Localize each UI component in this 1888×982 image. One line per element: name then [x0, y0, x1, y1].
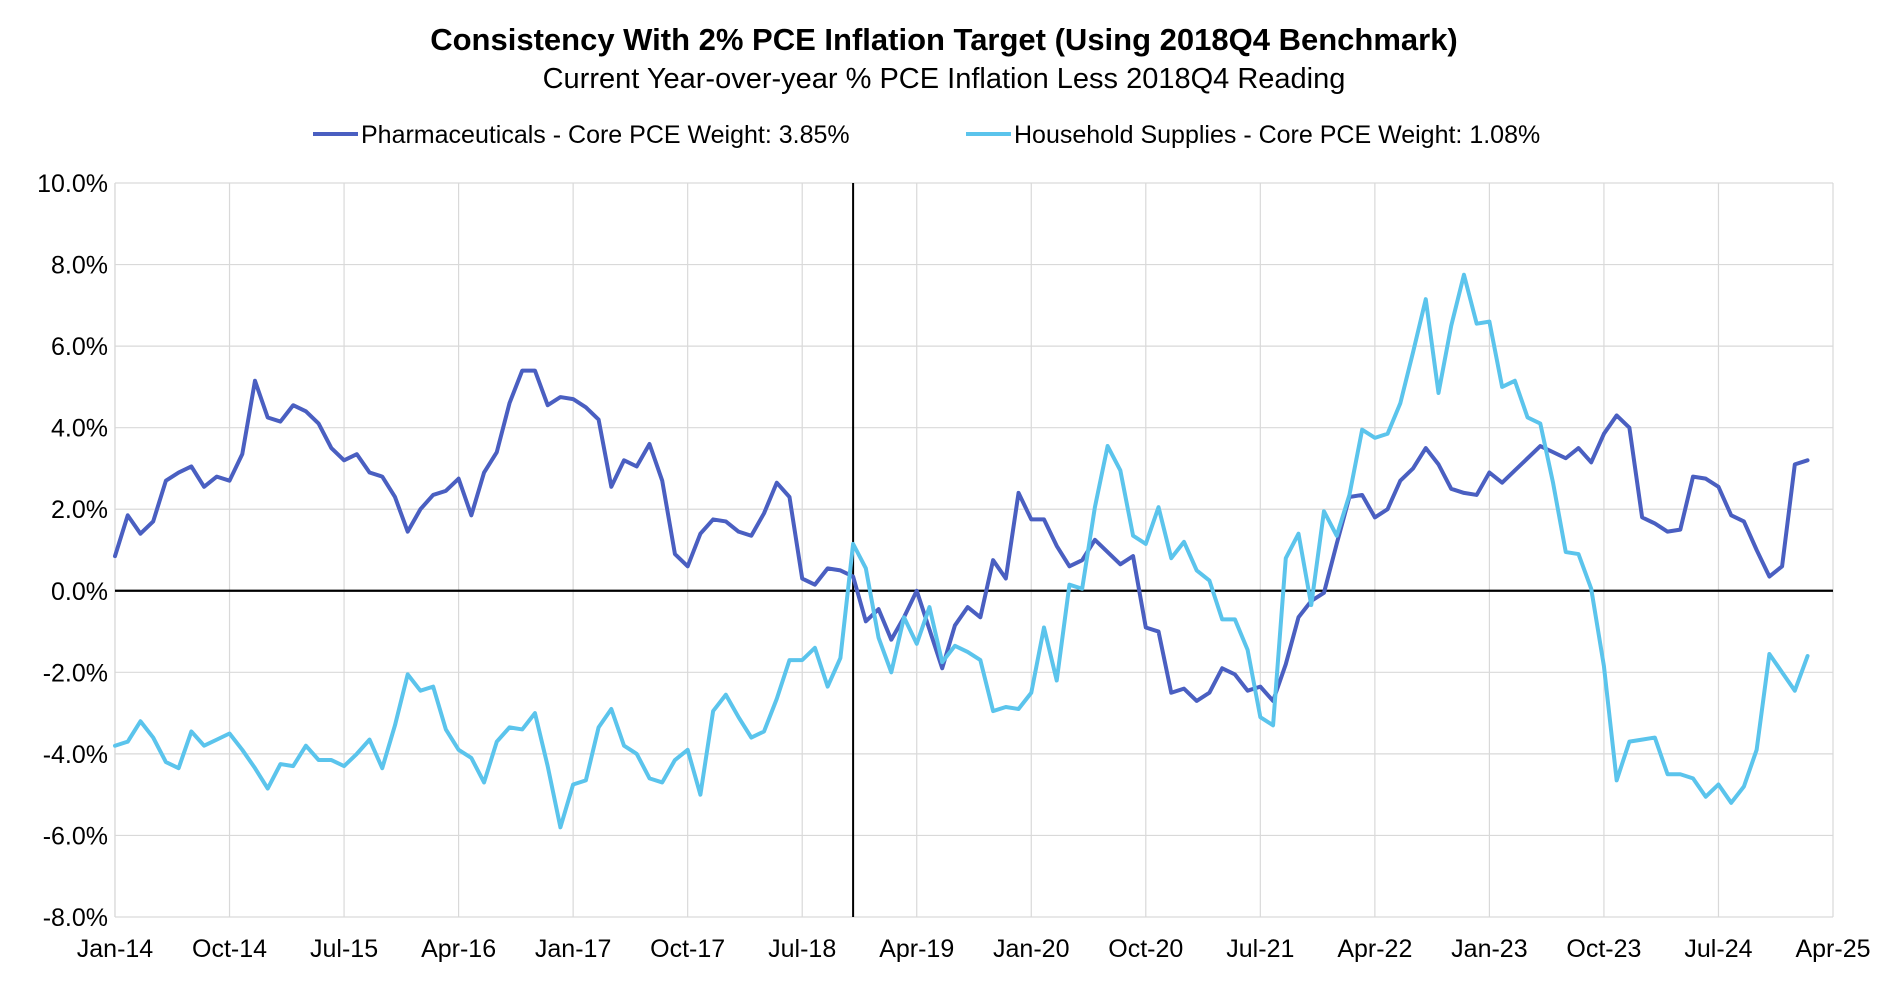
x-tick-label: Jan-23: [1451, 935, 1527, 963]
gridlines: [114, 182, 1834, 918]
legend-label-pharmaceuticals: Pharmaceuticals - Core PCE Weight: 3.85%: [361, 121, 850, 149]
y-tick-label: -4.0%: [43, 741, 108, 769]
y-tick-label: 6.0%: [51, 333, 108, 361]
x-tick-label: Jan-14: [77, 935, 154, 963]
x-tick-label: Apr-25: [1795, 935, 1870, 963]
y-tick-label: 4.0%: [51, 415, 108, 443]
chart-title: Consistency With 2% PCE Inflation Target…: [430, 22, 1458, 57]
legend: Pharmaceuticals - Core PCE Weight: 3.85%…: [313, 121, 1540, 149]
y-tick-label: 10.0%: [37, 170, 108, 198]
series-line-pharmaceuticals: [113, 368, 1810, 703]
x-tick-label: Oct-14: [192, 935, 267, 963]
legend-entry-pharmaceuticals: Pharmaceuticals - Core PCE Weight: 3.85%: [313, 121, 850, 149]
y-tick-label: -6.0%: [43, 822, 108, 850]
x-tick-label: Apr-19: [879, 935, 954, 963]
axes: [114, 183, 1833, 917]
x-tick-label: Apr-16: [421, 935, 496, 963]
y-tick-label: 0.0%: [51, 578, 108, 606]
x-tick-label: Jul-24: [1684, 935, 1752, 963]
x-axis-tick-labels: Jan-14 Oct-14 Jul-15 Apr-16 Jan-17 Oct-17 Jul-…: [77, 935, 1871, 963]
series-lines: [113, 272, 1810, 830]
x-tick-label: Jan-20: [993, 935, 1069, 963]
y-tick-label: 2.0%: [51, 496, 108, 524]
x-tick-label: Jul-21: [1226, 935, 1294, 963]
x-tick-label: Jul-15: [310, 935, 378, 963]
chart-subtitle: Current Year-over-year % PCE Inflation L…: [543, 63, 1346, 95]
x-tick-label: Oct-17: [650, 935, 725, 963]
y-tick-label: -2.0%: [43, 659, 108, 687]
x-tick-label: Apr-22: [1337, 935, 1412, 963]
x-tick-label: Jul-18: [768, 935, 836, 963]
legend-entry-household-supplies: Household Supplies - Core PCE Weight: 1.…: [966, 121, 1540, 149]
y-tick-label: -8.0%: [43, 904, 108, 932]
y-axis-tick-labels: -8.0% -6.0% -4.0% -2.0% 0.0% 2.0% 4.0% 6.0% 8.0%…: [37, 170, 108, 932]
x-tick-label: Oct-23: [1566, 935, 1641, 963]
legend-label-household-supplies: Household Supplies - Core PCE Weight: 1.…: [1014, 121, 1540, 149]
series-line-household-supplies: [113, 272, 1810, 830]
x-tick-label: Oct-20: [1108, 935, 1183, 963]
y-tick-label: 8.0%: [51, 252, 108, 280]
x-tick-label: Jan-17: [535, 935, 611, 963]
